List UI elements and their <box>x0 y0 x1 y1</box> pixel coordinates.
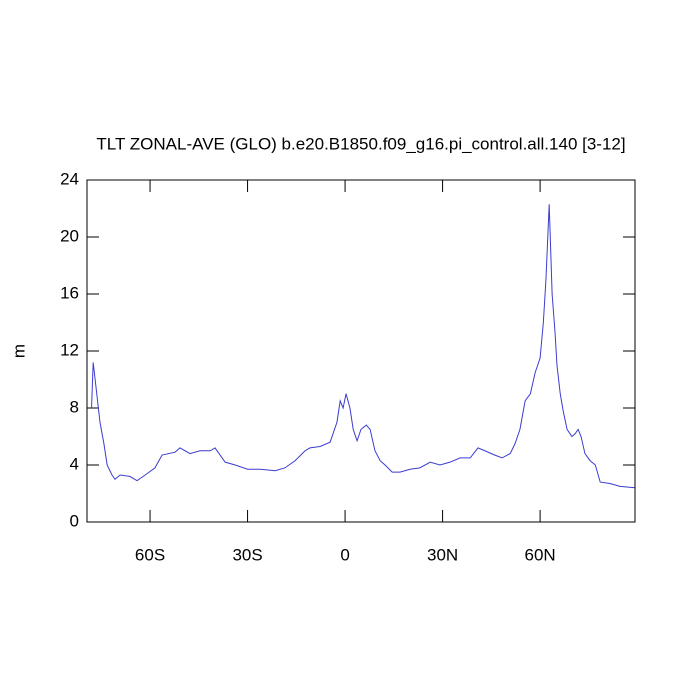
x-tick-label: 0 <box>340 545 349 564</box>
x-tick-label: 30S <box>232 545 262 564</box>
y-tick-label: 24 <box>60 169 79 188</box>
plot-frame <box>86 179 636 523</box>
y-axis-label: m <box>9 344 28 358</box>
chart-title: TLT ZONAL-AVE (GLO) b.e20.B1850.f09_g16.… <box>96 134 625 153</box>
y-tick-label: 8 <box>70 397 79 416</box>
y-tick-label: 12 <box>60 340 79 359</box>
x-tick-label: 30N <box>427 545 458 564</box>
x-tick-label: 60S <box>135 545 165 564</box>
y-tick-label: 20 <box>60 226 79 245</box>
y-tick-label: 16 <box>60 283 79 302</box>
data-line <box>91 204 636 489</box>
x-tick-label: 60N <box>524 545 555 564</box>
y-tick-label: 0 <box>70 511 79 530</box>
y-tick-label: 4 <box>70 454 79 473</box>
